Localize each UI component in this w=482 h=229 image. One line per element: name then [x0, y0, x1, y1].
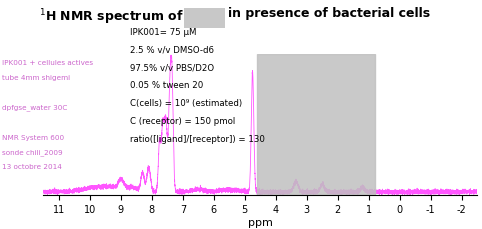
- Text: ratio([ligand]/[receptor]) = 130: ratio([ligand]/[receptor]) = 130: [130, 135, 265, 144]
- Text: C (receptor) = 150 pmol: C (receptor) = 150 pmol: [130, 117, 235, 126]
- X-axis label: ppm: ppm: [248, 217, 273, 227]
- Text: IPK001= 75 μM: IPK001= 75 μM: [130, 27, 197, 36]
- Text: 0.05 % tween 20: 0.05 % tween 20: [130, 81, 203, 90]
- Text: C(cells) = 10⁹ (estimated): C(cells) = 10⁹ (estimated): [130, 99, 242, 108]
- Text: tube 4mm shigemi: tube 4mm shigemi: [2, 74, 70, 80]
- Text: 13 octobre 2014: 13 octobre 2014: [2, 164, 62, 170]
- Text: in presence of bacterial cells: in presence of bacterial cells: [228, 7, 429, 20]
- Text: 97.5% v/v PBS/D2O: 97.5% v/v PBS/D2O: [130, 63, 214, 72]
- Text: NMR System 600: NMR System 600: [2, 134, 65, 140]
- Text: dpfgse_water 30C: dpfgse_water 30C: [2, 104, 68, 111]
- Text: IPK001 + cellules actives: IPK001 + cellules actives: [2, 60, 94, 65]
- Text: sonde chili_2009: sonde chili_2009: [2, 149, 63, 155]
- Text: $^{1}$H NMR spectrum of: $^{1}$H NMR spectrum of: [39, 7, 183, 26]
- Bar: [257, 55, 375, 195]
- Text: 2.5 % v/v DMSO-d6: 2.5 % v/v DMSO-d6: [130, 45, 214, 54]
